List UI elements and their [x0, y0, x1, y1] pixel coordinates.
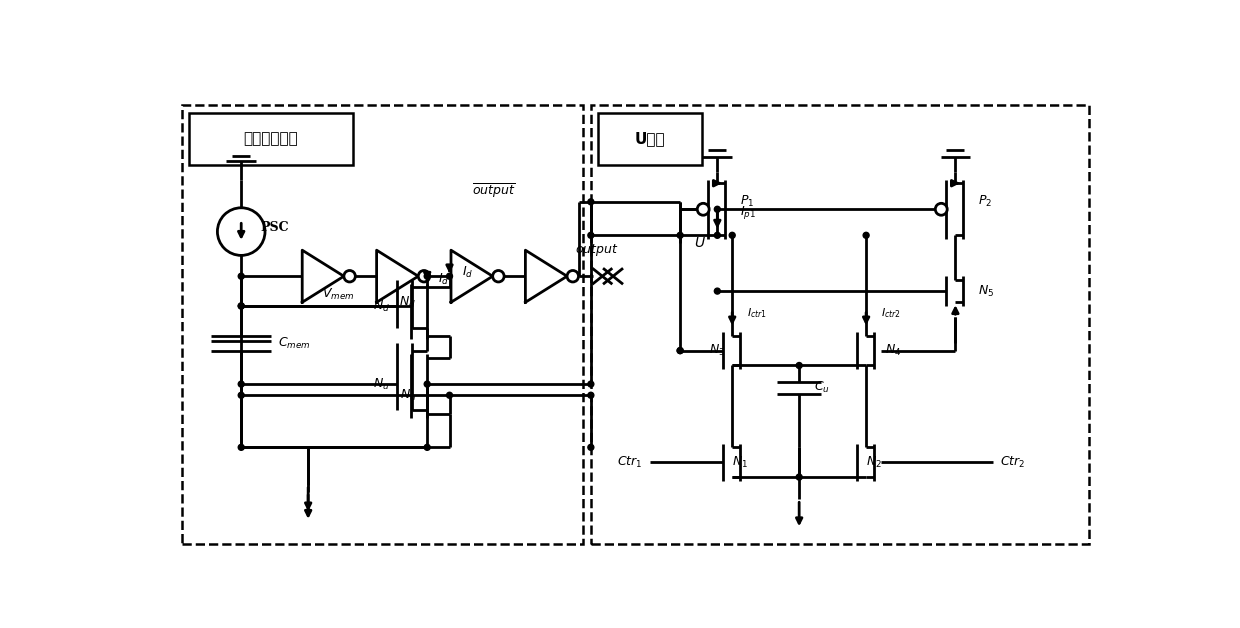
Text: $Ctr_2$: $Ctr_2$	[999, 455, 1025, 470]
Text: 脉冲产生电路: 脉冲产生电路	[243, 131, 299, 146]
Text: $V_{mem}$: $V_{mem}$	[321, 287, 355, 302]
Circle shape	[238, 303, 244, 309]
Text: $N_u$: $N_u$	[399, 387, 417, 403]
Circle shape	[446, 273, 453, 279]
Circle shape	[446, 392, 453, 398]
Text: $N_1$: $N_1$	[732, 455, 748, 470]
Text: $I_{ctr1}$: $I_{ctr1}$	[746, 306, 768, 320]
Circle shape	[714, 288, 720, 294]
Text: $U$: $U$	[694, 236, 706, 250]
Text: $I_{ctr2}$: $I_{ctr2}$	[880, 306, 901, 320]
Circle shape	[796, 362, 802, 369]
Text: $I_d$: $I_d$	[463, 265, 474, 280]
Circle shape	[677, 348, 683, 354]
Text: $N_4$: $N_4$	[884, 343, 901, 358]
Circle shape	[238, 392, 244, 398]
Circle shape	[677, 232, 683, 238]
Circle shape	[588, 392, 594, 398]
Text: PSC: PSC	[260, 221, 289, 234]
Text: $N_3$: $N_3$	[708, 343, 724, 358]
Polygon shape	[377, 250, 418, 302]
Circle shape	[935, 203, 947, 215]
Circle shape	[714, 206, 720, 212]
Circle shape	[567, 271, 579, 282]
Text: $C_{mem}$: $C_{mem}$	[279, 335, 311, 350]
Circle shape	[729, 232, 735, 238]
Text: $N_u$: $N_u$	[373, 377, 391, 392]
Text: $N_2$: $N_2$	[866, 455, 882, 470]
Circle shape	[238, 303, 244, 309]
Bar	[190, 112, 353, 165]
Text: $N_d$: $N_d$	[399, 295, 417, 310]
Circle shape	[238, 273, 244, 279]
Polygon shape	[303, 250, 343, 302]
Text: $P_1$: $P_1$	[739, 194, 754, 209]
Circle shape	[238, 381, 244, 387]
Text: $N_d$: $N_d$	[373, 298, 391, 313]
Circle shape	[588, 381, 594, 387]
Text: $I_d$: $I_d$	[439, 273, 450, 288]
Text: U单元: U单元	[635, 131, 666, 146]
Text: $\it{output}$: $\it{output}$	[575, 242, 619, 258]
Text: $C_u$: $C_u$	[813, 381, 830, 396]
Text: $I_{p1}$: $I_{p1}$	[739, 205, 755, 222]
Circle shape	[424, 381, 430, 387]
Bar	[591, 105, 1089, 544]
Circle shape	[424, 273, 430, 279]
Bar	[182, 105, 584, 544]
Circle shape	[863, 232, 869, 238]
Circle shape	[697, 203, 709, 215]
Circle shape	[588, 445, 594, 450]
Circle shape	[677, 348, 683, 354]
Circle shape	[588, 199, 594, 205]
Circle shape	[424, 445, 430, 450]
Text: $N_5$: $N_5$	[977, 284, 994, 299]
Circle shape	[492, 271, 505, 282]
Polygon shape	[451, 250, 492, 302]
Circle shape	[343, 271, 356, 282]
Text: $P_2$: $P_2$	[977, 194, 992, 209]
Circle shape	[796, 474, 802, 480]
Text: $\overline{\mathit{output}}$: $\overline{\mathit{output}}$	[472, 181, 516, 200]
Text: $Ctr_1$: $Ctr_1$	[618, 455, 642, 470]
Circle shape	[418, 271, 430, 282]
Bar	[599, 112, 702, 165]
Circle shape	[588, 232, 594, 238]
Circle shape	[238, 445, 244, 450]
Circle shape	[714, 232, 720, 238]
Polygon shape	[526, 250, 567, 302]
